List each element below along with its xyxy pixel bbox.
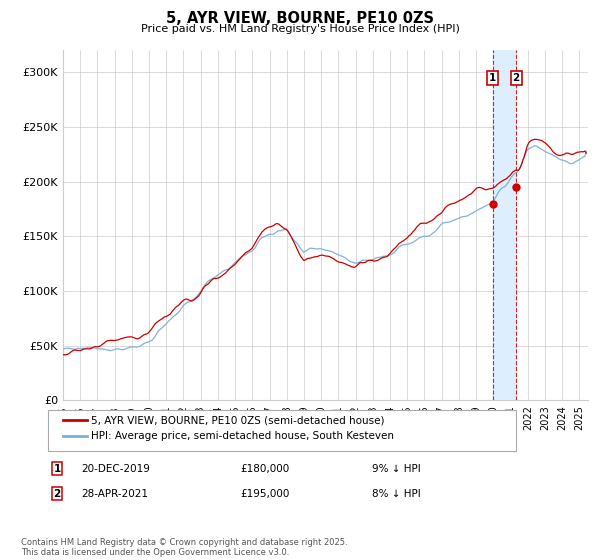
Text: £195,000: £195,000	[240, 489, 289, 499]
Text: 8% ↓ HPI: 8% ↓ HPI	[372, 489, 421, 499]
Text: 2: 2	[53, 489, 61, 499]
Text: 1: 1	[489, 73, 496, 83]
Text: 5, AYR VIEW, BOURNE, PE10 0ZS (semi-detached house): 5, AYR VIEW, BOURNE, PE10 0ZS (semi-deta…	[91, 416, 385, 425]
Text: 9% ↓ HPI: 9% ↓ HPI	[372, 464, 421, 474]
Text: £180,000: £180,000	[240, 464, 289, 474]
Text: 28-APR-2021: 28-APR-2021	[81, 489, 148, 499]
Text: 2: 2	[512, 73, 520, 83]
Bar	[493, 50, 516, 400]
Text: 1: 1	[53, 464, 61, 474]
Text: 5, AYR VIEW, BOURNE, PE10 0ZS: 5, AYR VIEW, BOURNE, PE10 0ZS	[166, 11, 434, 26]
Text: 20-DEC-2019: 20-DEC-2019	[81, 464, 150, 474]
Text: Price paid vs. HM Land Registry's House Price Index (HPI): Price paid vs. HM Land Registry's House …	[140, 24, 460, 34]
Text: HPI: Average price, semi-detached house, South Kesteven: HPI: Average price, semi-detached house,…	[91, 431, 394, 441]
Text: Contains HM Land Registry data © Crown copyright and database right 2025.
This d: Contains HM Land Registry data © Crown c…	[21, 538, 347, 557]
